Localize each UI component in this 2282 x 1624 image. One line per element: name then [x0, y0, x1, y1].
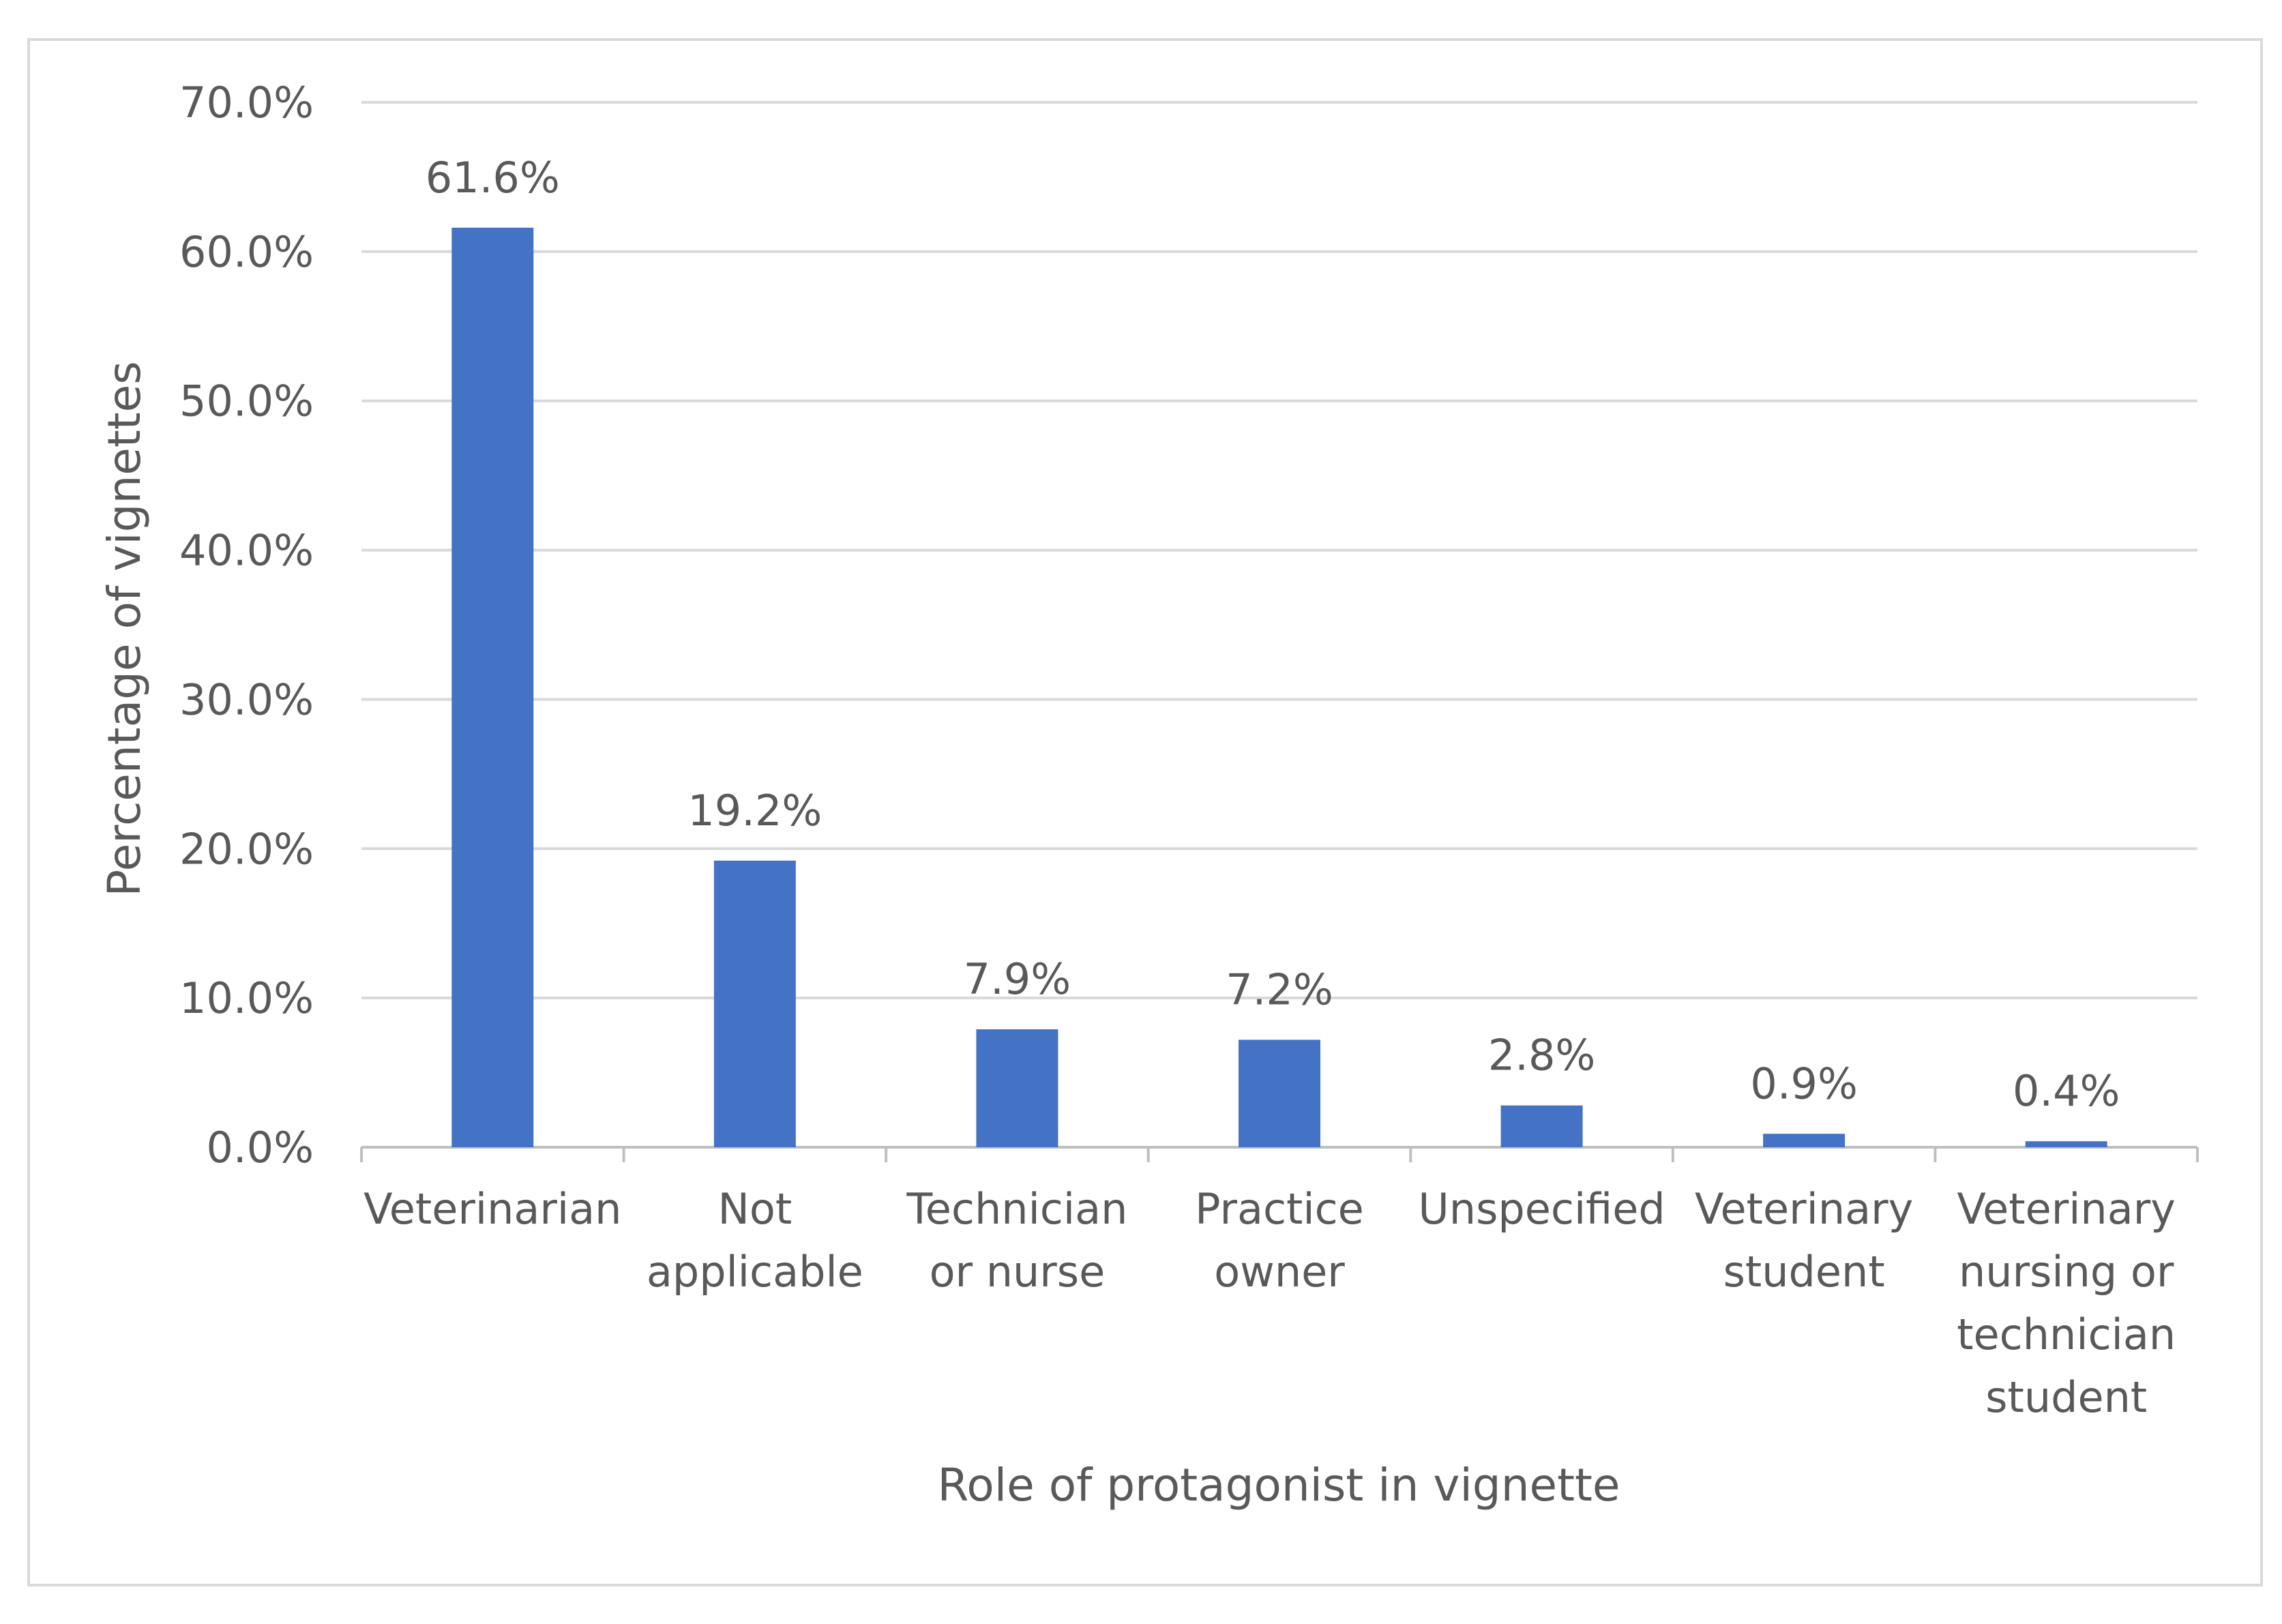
chart-border — [27, 38, 2263, 1586]
data-label: 2.8% — [1488, 1031, 1596, 1080]
data-labels: 61.6% 19.2% 7.9% 7.2% 2.8% 0.9% 0.4% — [426, 153, 2120, 1116]
x-tick-label: Veterinary nursing or technician student — [1957, 1184, 2176, 1422]
data-label: 7.2% — [1226, 964, 1333, 1014]
bar — [1239, 1039, 1320, 1147]
data-label: 7.9% — [964, 954, 1071, 1004]
x-axis-title: Role of protagonist in vignette — [938, 1459, 1620, 1511]
y-tick-label: 50.0% — [179, 377, 314, 426]
x-tick-label: Practice owner — [1195, 1184, 1364, 1297]
bar — [451, 227, 534, 1148]
x-tick-label: Veterinary student — [1695, 1184, 1913, 1297]
data-label: 0.4% — [2013, 1066, 2120, 1116]
data-label: 19.2% — [687, 786, 822, 836]
y-tick-label: 40.0% — [179, 526, 314, 576]
x-tick-label: Technician or nurse — [906, 1184, 1127, 1297]
y-tick-label: 70.0% — [179, 78, 314, 128]
bar — [713, 860, 796, 1147]
y-tick-label: 10.0% — [179, 973, 314, 1023]
bar — [1500, 1105, 1583, 1147]
gridlines — [361, 101, 2197, 1000]
y-tick-label: 30.0% — [179, 675, 314, 724]
x-tick-label: Veterinarian — [364, 1184, 621, 1234]
x-axis-tick-labels: Veterinarian Not applicable Technician or nu… — [364, 1184, 2176, 1422]
data-label: 0.9% — [1750, 1059, 1858, 1108]
x-tick-label: Unspecified — [1418, 1184, 1665, 1234]
x-tick-label: Not applicable — [647, 1184, 863, 1297]
bar — [2025, 1141, 2107, 1147]
y-tick-label: 60.0% — [179, 227, 314, 277]
bars — [451, 227, 2107, 1148]
data-label: 61.6% — [426, 153, 560, 203]
y-axis-tick-labels: 0.0% 10.0% 20.0% 30.0% 40.0% 50.0% 60.0% 70.0% — [179, 78, 314, 1172]
y-tick-label: 20.0% — [179, 824, 314, 874]
bar — [1763, 1134, 1846, 1147]
y-axis-title: Percentage of vignettes — [98, 361, 151, 896]
bar — [976, 1029, 1058, 1147]
y-tick-label: 0.0% — [206, 1123, 314, 1172]
